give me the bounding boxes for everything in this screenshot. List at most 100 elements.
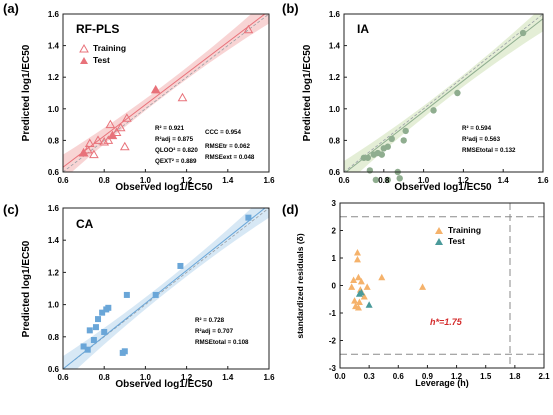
x-tick-label: 1.5 <box>480 372 492 381</box>
y-tick-label: 1.2 <box>329 73 341 82</box>
panel-c-x-label: Observed log1/EC50 <box>115 379 213 390</box>
data-point <box>89 149 99 159</box>
y-tick-label: 0.8 <box>48 333 60 342</box>
data-point <box>111 127 122 136</box>
data-point <box>388 135 395 143</box>
data-point <box>121 348 128 355</box>
y-tick-label: 1.4 <box>48 42 60 51</box>
panel-a-legend: Training Test <box>79 43 126 65</box>
x-tick-label: 1.0 <box>140 373 152 382</box>
data-point <box>364 154 372 161</box>
data-point <box>177 262 184 269</box>
panel-c-fit-line <box>63 208 269 369</box>
y-tick-label: 1.4 <box>329 42 341 51</box>
identity-line <box>63 208 269 369</box>
stat-r2: R² = 0.594 <box>462 125 492 132</box>
data-point <box>123 291 130 298</box>
stat-r2adj: R²adj = 0.707 <box>195 328 234 335</box>
legend-training-label: Training <box>448 225 481 235</box>
data-point <box>353 255 361 263</box>
stat-ccc: CCC = 0.954 <box>205 129 241 136</box>
h-star-label: h*=1.75 <box>430 317 463 327</box>
panel-a: (a) 0.6 0.8 1.0 1.2 1.4 1.6 0.6 0.8 1.0 1.2 1.4 1.6… <box>3 1 275 193</box>
panel-a-title: RF-PLS <box>76 22 119 36</box>
data-point <box>348 283 356 290</box>
data-point <box>86 327 93 334</box>
panel-c-stats: R² = 0.728 R²adj = 0.707 RMSEtotal = 0.1… <box>195 317 249 346</box>
stat-r2adj: R²adj = 0.563 <box>462 136 501 143</box>
panel-b-ticks: 0.6 0.8 1.0 1.2 1.4 1.6 0.6 0.8 1.0 1.2 1.4 1.6 <box>329 10 549 185</box>
panel-c-markers <box>80 214 252 356</box>
panel-a-y-label: Predicted log1/EC50 <box>21 44 32 141</box>
y-tick-label: 1.6 <box>48 204 60 213</box>
x-tick-label: 1.0 <box>418 176 430 185</box>
stat-r2: R² = 0.728 <box>195 317 225 324</box>
panel-d-limit-lines <box>340 203 544 368</box>
data-point <box>384 176 391 184</box>
legend-training-marker <box>79 43 89 53</box>
data-point <box>365 301 373 308</box>
y-tick-label: 1.2 <box>48 268 60 277</box>
data-point <box>351 297 359 304</box>
x-tick-label: 0.8 <box>99 373 111 382</box>
regression-line <box>63 208 266 369</box>
stat-rmse-ext: RMSEext = 0.048 <box>205 154 255 161</box>
regression-line <box>63 14 266 168</box>
data-point <box>92 324 99 331</box>
x-tick-label: 0.6 <box>57 176 69 185</box>
data-point <box>354 273 362 281</box>
y-tick-label: 2 <box>332 227 337 236</box>
panel-a-tag: (a) <box>3 1 19 16</box>
x-tick-label: 1.6 <box>263 176 275 185</box>
data-point <box>357 277 365 285</box>
panel-d-legend: Training Test <box>435 225 481 246</box>
panel-b-title: IA <box>357 22 369 36</box>
stat-rmse-total: RMSEtotal = 0.132 <box>462 147 516 154</box>
data-point <box>84 138 95 148</box>
x-tick-label: 0.6 <box>338 176 350 185</box>
x-tick-label: 0.9 <box>422 372 434 381</box>
x-tick-label: 1.2 <box>181 176 193 185</box>
x-tick-label: 1.4 <box>498 176 510 185</box>
panel-a-markers <box>78 24 254 159</box>
x-tick-label: 0.8 <box>99 176 111 185</box>
panel-a-ticks: 0.6 0.8 1.0 1.2 1.4 1.6 0.6 0.8 1.0 1.2 1.4 1.6 <box>48 10 275 185</box>
panel-b-tag: (b) <box>282 1 299 16</box>
data-point <box>354 304 362 311</box>
x-tick-label: 1.8 <box>509 372 521 381</box>
data-point <box>366 167 374 174</box>
data-point <box>402 127 409 135</box>
legend-training-marker <box>435 227 443 234</box>
data-point <box>95 316 102 323</box>
data-point <box>384 143 391 150</box>
y-tick-label: 3 <box>332 199 337 208</box>
panel-c: (c) 0.6 0.8 1.0 1.2 1.4 1.6 0.6 0.8 1.0 1.2 1.4 1.6… <box>3 202 275 390</box>
data-point <box>107 130 118 140</box>
data-point <box>103 135 114 144</box>
panel-a-x-label: Observed log1/EC50 <box>115 182 213 193</box>
x-tick-label: 1.6 <box>537 176 549 185</box>
legend-test-label: Test <box>448 236 465 246</box>
data-point <box>372 176 380 184</box>
y-tick-label: 1.0 <box>48 301 60 310</box>
x-tick-label: 1.4 <box>222 176 234 185</box>
data-point <box>419 283 427 290</box>
regression-line <box>345 18 543 172</box>
x-tick-label: 0.3 <box>364 372 376 381</box>
data-point <box>378 273 386 281</box>
data-point <box>101 328 108 335</box>
legend-test-label: Test <box>93 55 110 65</box>
data-point <box>400 137 407 144</box>
panel-c-ticks: 0.6 0.8 1.0 1.2 1.4 1.6 0.6 0.8 1.0 1.2 1.4 1.6 <box>48 204 275 382</box>
identity-line <box>344 14 543 172</box>
data-point <box>82 144 93 154</box>
data-point <box>99 309 106 316</box>
x-tick-label: 1.6 <box>263 373 275 382</box>
panel-a-frame <box>62 13 270 173</box>
panel-b-y-label: Predicted log1/EC50 <box>302 44 313 141</box>
panel-a-fit-line <box>63 14 269 172</box>
data-point <box>519 29 527 37</box>
data-point <box>115 122 126 132</box>
data-point <box>99 136 110 146</box>
x-tick-label: 0.0 <box>334 372 346 381</box>
